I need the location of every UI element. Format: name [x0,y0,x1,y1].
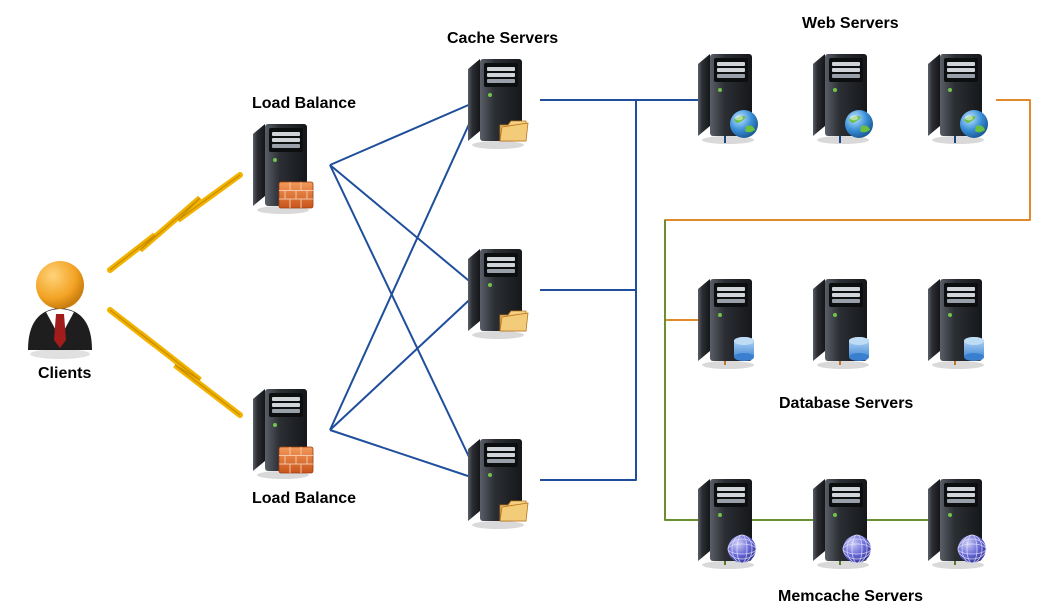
clients-label: Clients [38,365,91,383]
cache-server-1 [468,59,528,149]
memcache-server-2 [813,479,871,569]
memcache-server-1 [698,479,756,569]
web-server-2 [813,54,873,144]
load-balance-1 [253,124,313,214]
database-server-3 [928,279,984,369]
web-server-1 [698,54,758,144]
web-servers-label: Web Servers [802,15,899,33]
cache-servers-label: Cache Servers [447,30,558,48]
load-balance-top-label: Load Balance [252,95,356,113]
cache-server-2 [468,249,528,339]
memcache-server-3 [928,479,986,569]
web-server-3 [928,54,988,144]
database-servers-label: Database Servers [779,395,913,413]
database-server-2 [813,279,869,369]
cache-server-3 [468,439,528,529]
load-balance-2 [253,389,313,479]
database-server-1 [698,279,754,369]
memcache-servers-label: Memcache Servers [778,588,923,606]
load-balance-bottom-label: Load Balance [252,490,356,508]
client-person-icon [28,261,92,359]
